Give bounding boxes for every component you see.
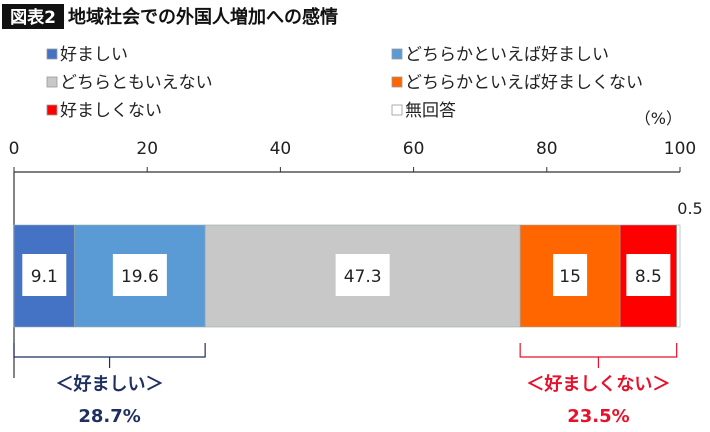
group-label: ＜好ましくない＞ <box>526 373 670 395</box>
legend-swatch <box>391 48 403 60</box>
tick-label: 40 <box>270 139 292 159</box>
data-label: 47.3 <box>344 267 382 287</box>
data-label-box <box>335 254 390 296</box>
unit-label: （%） <box>635 109 682 128</box>
data-label-box <box>22 254 67 296</box>
figure-badge-bg <box>2 4 64 29</box>
legend-label: 好ましい <box>60 45 128 65</box>
legend-swatch <box>391 76 403 88</box>
tick-label: 80 <box>536 139 558 159</box>
group-total: 28.7% <box>78 406 140 427</box>
group-label: ＜好ましい＞ <box>56 373 164 395</box>
bar-segment <box>676 224 681 328</box>
legend-label: どちらかといえば好ましい <box>405 45 609 65</box>
tick-label: 100 <box>664 139 696 159</box>
tick-label: 20 <box>136 139 158 159</box>
legend-swatch <box>391 104 403 116</box>
legend-swatch <box>46 104 58 116</box>
tick-label: 60 <box>403 139 425 159</box>
chart-title: 地域社会での外国人増加への感情 <box>68 6 338 28</box>
annotations: ＜好ましい＞ 28.7% ＜好ましくない＞ 23.5% <box>13 343 678 427</box>
data-label: 9.1 <box>31 267 58 287</box>
bracket <box>519 343 678 368</box>
legend-label: どちらともいえない <box>60 73 213 93</box>
data-label: 0.5 <box>677 199 702 218</box>
bars: 9.1 19.6 47.3 15 8.5 0.5 <box>13 199 703 328</box>
legend-swatch <box>46 48 58 60</box>
data-label: 19.6 <box>121 267 159 287</box>
bracket <box>13 343 206 368</box>
legend-label: 好ましくない <box>60 101 162 121</box>
legend-label: 無回答 <box>405 101 456 121</box>
data-label: 8.5 <box>635 267 662 287</box>
data-label-box <box>112 254 167 296</box>
data-label-box <box>553 254 588 296</box>
legend-label: どちらかといえば好ましくない <box>405 73 643 93</box>
data-label: 15 <box>559 267 581 287</box>
data-label-box <box>626 254 671 296</box>
group-total: 23.5% <box>567 406 629 427</box>
legend-swatch <box>46 76 58 88</box>
figure-badge: 図表2 <box>10 7 56 28</box>
tick-label: 0 <box>9 139 20 159</box>
x-axis: 0 20 40 60 80 100 <box>9 139 696 378</box>
